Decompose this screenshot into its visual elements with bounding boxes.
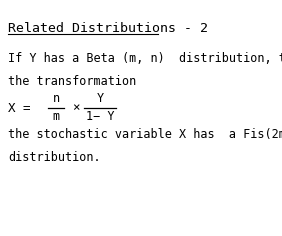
Text: distribution.: distribution. [8,151,101,164]
Text: X =: X = [8,101,38,114]
Text: Related Distributions - 2: Related Distributions - 2 [8,22,208,35]
Text: the stochastic variable X has  a Fis(2m, 2n): the stochastic variable X has a Fis(2m, … [8,128,282,141]
Text: Y: Y [96,93,103,105]
Text: If Y has a Beta (m, n)  distribution, then by: If Y has a Beta (m, n) distribution, the… [8,52,282,65]
Text: 1− Y: 1− Y [86,110,114,123]
Text: the transformation: the transformation [8,75,136,88]
Text: ×: × [72,101,80,114]
Text: n: n [52,93,60,105]
Text: m: m [52,110,60,123]
